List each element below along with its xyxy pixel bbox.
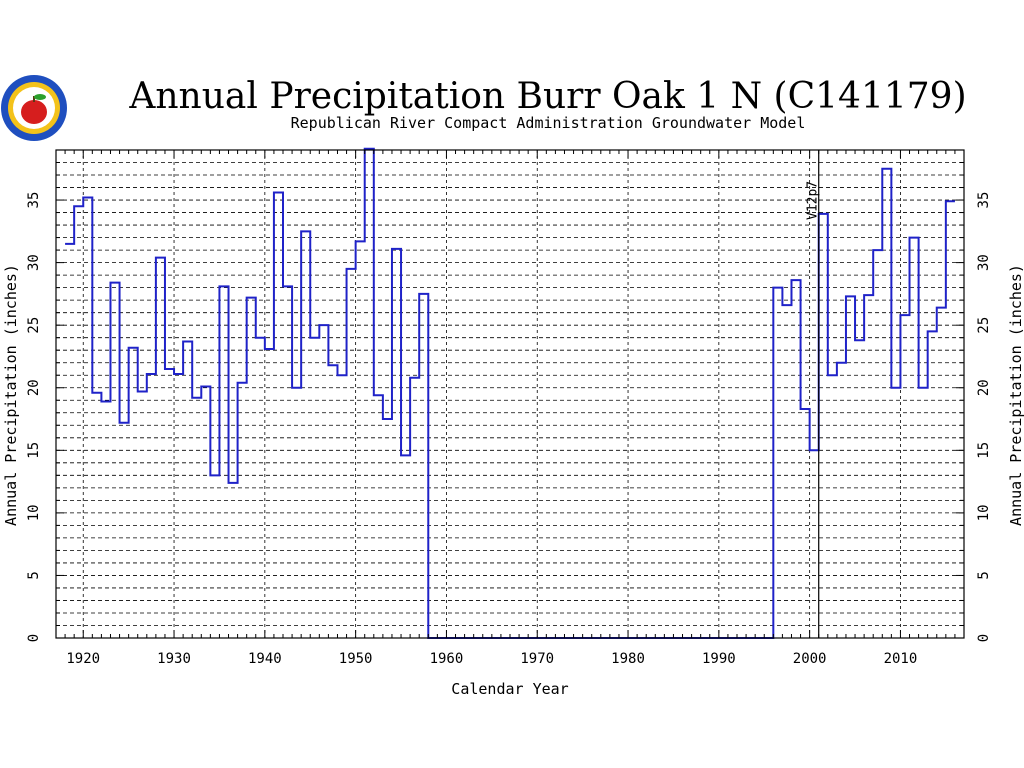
tick-labels: 1920 1930 1940 1950 1960 1970 1980 1990 2000 2010… — [26, 192, 992, 667]
logo-seal-icon — [1, 75, 67, 141]
y-tick-label-right: 15 — [976, 442, 992, 459]
y-tick-label-right: 30 — [976, 254, 992, 271]
x-tick-label: 1930 — [157, 651, 191, 667]
x-tick-label: 1970 — [520, 651, 554, 667]
y-axis-label-right: Annual Precipitation (inches) — [1007, 264, 1024, 526]
y-tick-label-right: 10 — [976, 504, 992, 521]
plot-frame — [55, 149, 965, 639]
x-axis-label: Calendar Year — [451, 680, 568, 698]
y-tick-label-left: 15 — [26, 442, 42, 459]
y-axis-label-left: Annual Precipitation (inches) — [2, 264, 20, 526]
y-tick-label-right: 25 — [976, 317, 992, 334]
y-tick-label-right: 5 — [976, 571, 992, 579]
series-line — [65, 147, 955, 639]
chart-subtitle: Republican River Compact Administration … — [291, 114, 806, 132]
y-tick-label-right: 20 — [976, 379, 992, 396]
y-tick-label-left: 35 — [26, 192, 42, 209]
x-tick-label: 1960 — [430, 651, 464, 667]
x-tick-label: 1920 — [66, 651, 100, 667]
x-tick-label: 2010 — [884, 651, 918, 667]
annotation-layer: V12p7 — [806, 150, 821, 638]
x-tick-label: 1990 — [702, 651, 736, 667]
x-tick-label: 2000 — [793, 651, 827, 667]
y-tick-label-left: 25 — [26, 317, 42, 334]
x-tick-label: 1950 — [339, 651, 373, 667]
y-tick-label-left: 20 — [26, 379, 42, 396]
y-tick-label-right: 35 — [976, 192, 992, 209]
y-tick-label-left: 30 — [26, 254, 42, 271]
x-tick-label: 1940 — [248, 651, 282, 667]
y-tick-label-left: 5 — [26, 571, 42, 579]
y-tick-label-right: 0 — [976, 634, 992, 642]
y-tick-label-left: 10 — [26, 504, 42, 521]
chart-title: Annual Precipitation Burr Oak 1 N (C1411… — [128, 76, 966, 117]
series-layer — [65, 147, 955, 639]
x-tick-label: 1980 — [611, 651, 645, 667]
annotation-label: V12p7 — [806, 181, 821, 220]
y-tick-label-left: 0 — [26, 634, 42, 642]
